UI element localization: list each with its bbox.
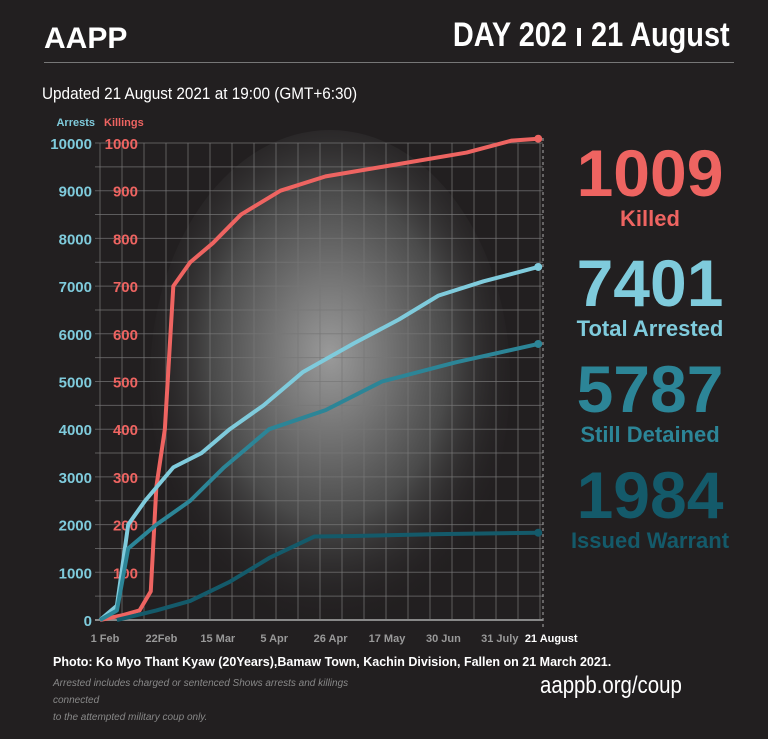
arrests-tick-label: 9000 [59,184,92,201]
arrests-tick-label: 1000 [59,565,92,582]
divider [44,62,734,63]
stat-label: Issued Warrant [570,528,730,553]
stat-still-detained: 5787 Still Detained [545,356,755,448]
series-line-issued-warrant [116,530,539,622]
series-line-killings [99,136,539,622]
website-link[interactable]: aappb.org/coup [540,672,682,699]
stat-issued-warrant: 1984 Issued Warrant [545,462,755,554]
series-end-point [534,262,543,271]
killings-tick-label: 1000 [105,136,138,153]
killings-tick-label: 700 [113,279,138,296]
x-tick-label: 15 Mar [200,633,236,645]
series-end-point [534,339,543,348]
x-tick-label: 1 Feb [91,633,120,645]
arrests-tick-label: 5000 [59,375,92,392]
arrests-axis-label: Arrests [56,117,95,129]
series-end-point [534,528,543,537]
arrests-tick-label: 7000 [59,279,92,296]
killings-axis-label: Killings [104,117,144,129]
day-title: DAY 202 ı 21 August [453,16,730,54]
arrests-tick-label: 6000 [59,327,92,344]
stat-killed: 1009 Killed [545,140,755,232]
stat-value: 1009 [576,136,724,210]
updated-text: Updated 21 August 2021 at 19:00 (GMT+6:3… [42,84,358,103]
killings-tick-label: 800 [113,231,138,248]
arrests-tick-label: 10000 [50,136,92,153]
killings-tick-label: 300 [113,470,138,487]
stat-value: 7401 [576,246,724,320]
x-tick-label: 26 Apr [314,633,349,645]
arrests-tick-label: 2000 [59,518,92,535]
series-end-point [534,134,543,143]
x-tick-label: 5 Apr [260,633,288,645]
arrests-tick-label: 3000 [59,470,92,487]
killings-tick-label: 900 [113,184,138,201]
series-line-total-arrested [98,265,539,622]
series-line-still-detained [99,342,539,622]
footnote-line: to the attempted military coup only. [53,712,208,723]
footnote-line: Arrested includes charged or sentenced S… [53,678,349,706]
x-tick-label: 17 May [369,633,407,645]
killings-tick-label: 500 [113,375,138,392]
arrests-tick-label: 4000 [59,422,92,439]
stat-label: Still Detained [580,422,720,447]
killings-tick-label: 600 [113,327,138,344]
x-tick-label: 30 Jun [426,633,461,645]
stat-label: Total Arrested [576,316,724,341]
photo-caption: Photo: Ko Myo Thant Kyaw (20Years),Bamaw… [53,655,612,669]
x-tick-label: 22Feb [146,633,178,645]
footnote: Arrested includes charged or sentenced S… [53,675,393,726]
stat-total-arrested: 7401 Total Arrested [545,250,755,342]
arrests-tick-label: 8000 [59,231,92,248]
stat-value: 1984 [576,458,724,532]
arrests-tick-label: 0 [84,613,92,630]
killings-tick-label: 400 [113,422,138,439]
stat-value: 5787 [576,352,724,426]
x-tick-label: 31 July [481,633,519,645]
stat-label: Killed [620,206,680,231]
x-tick-label: 21 August [525,633,578,645]
portrait-photo [150,130,510,630]
brand-logo: AAPP [44,22,128,55]
